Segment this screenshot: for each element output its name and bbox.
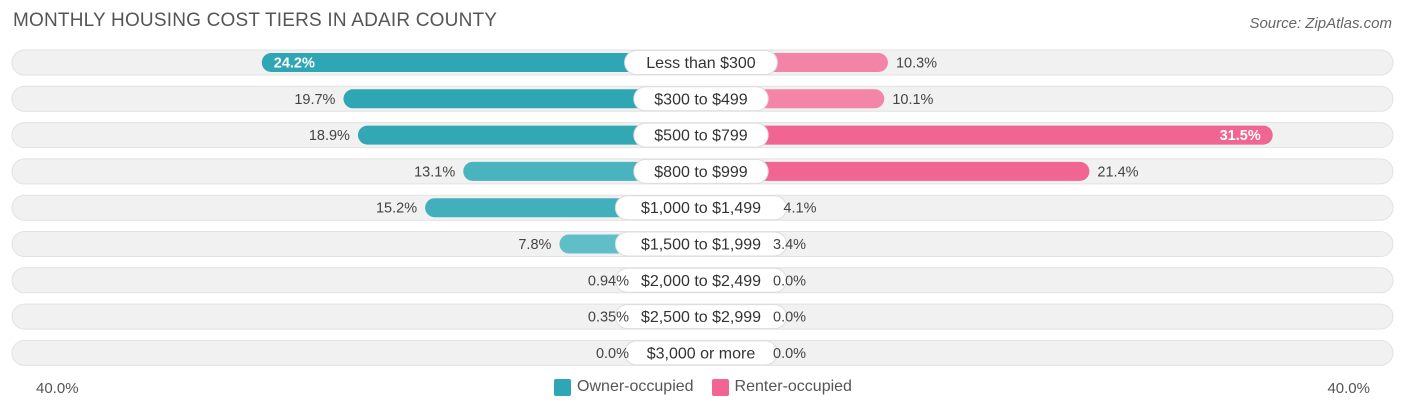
legend-label-owner: Owner-occupied [577,378,694,395]
value-label-renter: 10.3% [896,56,937,72]
value-label-owner: 0.35% [588,310,629,326]
category-pill [614,304,788,330]
category-label: $800 to $999 [654,164,748,181]
value-label-owner: 7.8% [518,237,551,253]
bar-renter [701,125,1273,145]
bar-renter [701,161,1090,181]
value-label-renter: 3.4% [773,237,806,253]
value-label-renter: 4.1% [783,201,816,217]
bar-owner [357,125,701,145]
value-label-renter: 0.0% [773,273,806,289]
legend-item-owner[interactable]: Owner-occupied [554,378,694,396]
axis-left-label: 40.0% [36,380,79,397]
category-label: $2,500 to $2,999 [641,309,761,326]
value-label-owner: 13.1% [414,164,455,180]
category-label: $300 to $499 [654,91,748,108]
legend-swatch-owner [554,378,572,396]
legend-item-renter[interactable]: Renter-occupied [711,378,852,396]
category-pill [624,50,778,75]
chart-title: MONTHLY HOUSING COST TIERS IN ADAIR COUN… [13,10,498,31]
category-label: $1,000 to $1,499 [641,200,761,217]
value-label-renter: 21.4% [1097,164,1138,180]
category-label: $500 to $799 [654,128,748,145]
value-label-owner: 15.2% [376,201,417,217]
legend-swatch-renter [711,378,729,396]
category-pill [633,158,769,184]
category-label: Less than $300 [646,55,756,72]
category-pill [614,195,788,221]
value-label-renter: 0.0% [773,310,806,326]
value-label-owner: 18.9% [309,128,350,144]
value-label-owner: 0.0% [596,346,629,362]
value-label-owner: 19.7% [294,92,335,108]
category-label: $1,500 to $1,999 [641,237,761,254]
bar-owner [343,89,701,109]
category-pill [633,86,769,112]
chart-source: Source: ZipAtlas.com [1249,15,1392,32]
value-label-renter: 10.1% [892,92,933,108]
value-label-renter: 31.5% [1220,128,1261,144]
legend-label-renter: Renter-occupied [734,378,852,395]
category-pill [633,122,769,148]
axis-right-label: 40.0% [1327,380,1370,397]
category-label: $3,000 or more [647,345,756,362]
value-label-owner: 0.94% [588,273,629,289]
bar-owner [261,53,701,72]
category-pill [614,231,788,257]
value-label-renter: 0.0% [773,346,806,362]
category-pill [614,267,788,293]
category-label: $2,000 to $2,499 [641,273,761,290]
value-label-owner: 24.2% [274,56,315,72]
legend: Owner-occupied Renter-occupied [0,378,1406,396]
category-pill [624,340,778,366]
